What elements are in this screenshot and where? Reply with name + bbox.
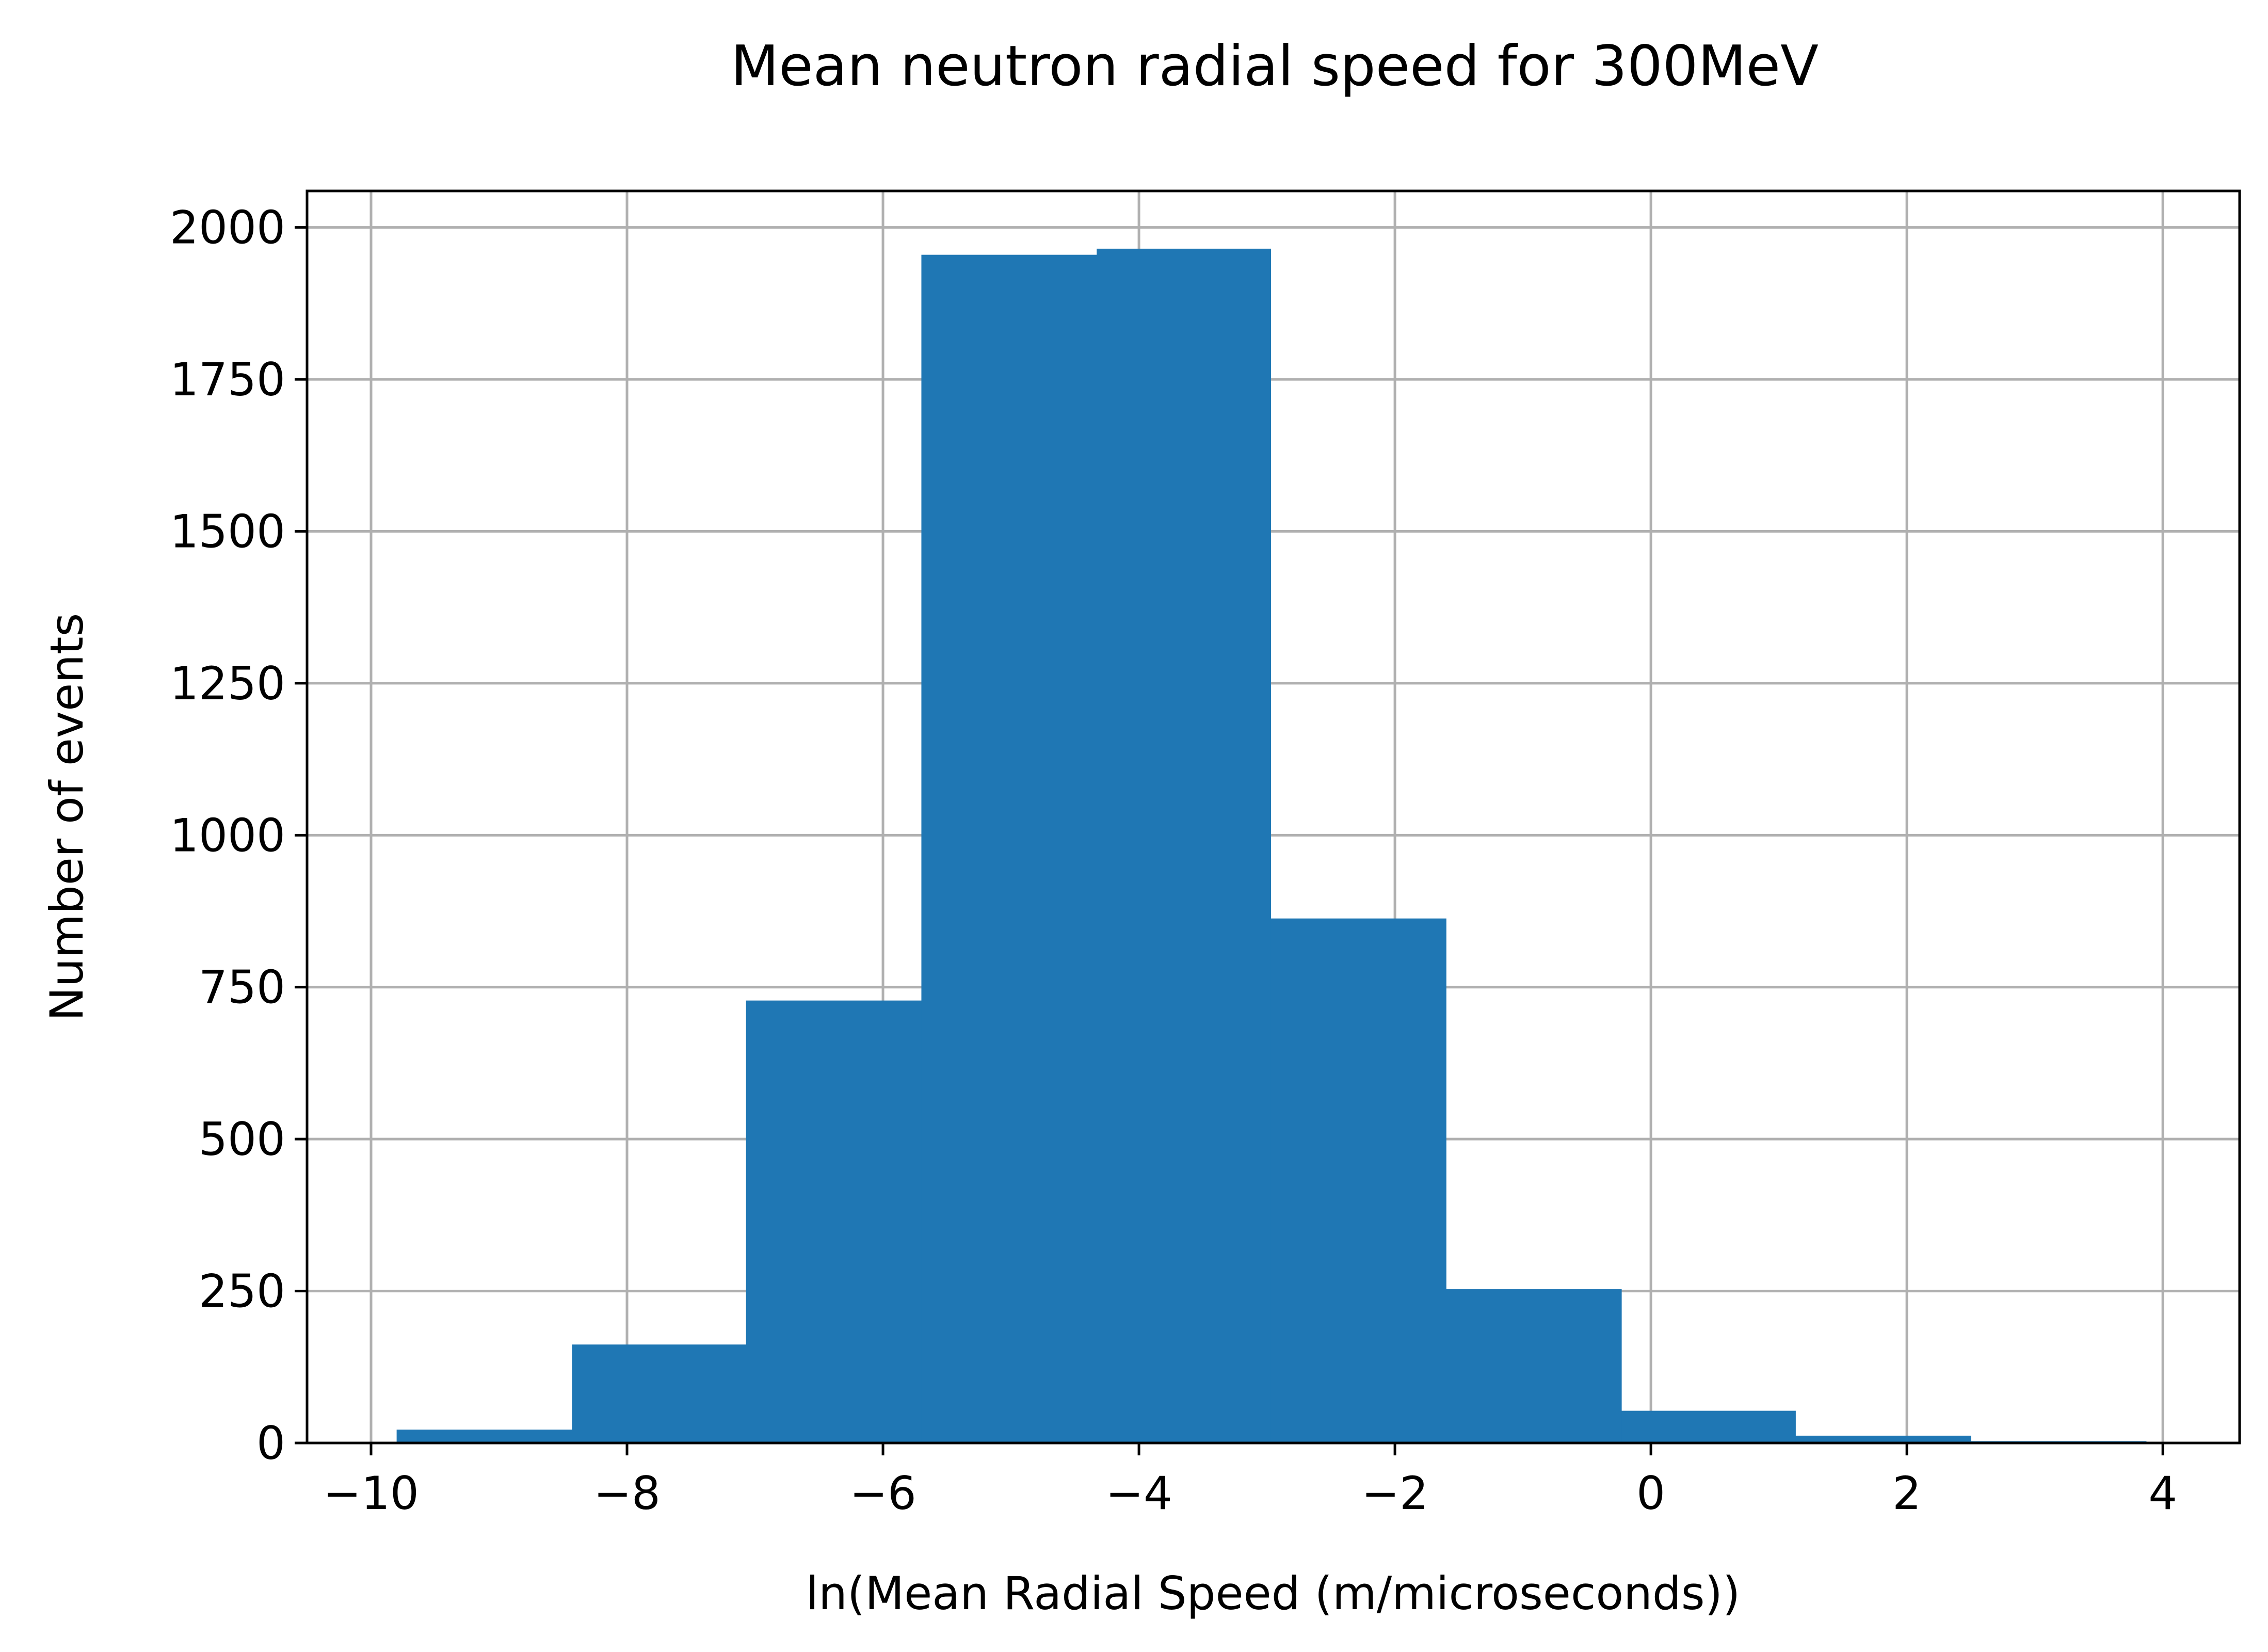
x-axis-label: ln(Mean Radial Speed (m/microseconds)) <box>806 1567 1741 1620</box>
x-axis-ticks: −10 −8 −6 −4 −2 0 2 4 <box>323 1443 2177 1520</box>
histogram-bar-7 <box>1621 1410 1796 1443</box>
y-tick-label: 500 <box>199 1113 285 1166</box>
x-tick-label: 4 <box>2148 1467 2177 1520</box>
chart-title: Mean neutron radial speed for 300MeV <box>731 34 1819 99</box>
x-tick-label: −4 <box>1105 1467 1172 1520</box>
y-tick-label: 0 <box>256 1417 285 1470</box>
histogram-bar-3 <box>921 254 1097 1444</box>
histogram-bar-4 <box>1097 248 1272 1443</box>
axes-frame <box>305 189 2241 1445</box>
histogram-bars <box>396 248 2147 1444</box>
x-tick-label: 0 <box>1636 1467 1665 1520</box>
histogram-bar-6 <box>1446 1289 1622 1443</box>
y-axis-label: Number of events <box>40 613 93 1021</box>
x-tick-label: −2 <box>1361 1467 1428 1520</box>
y-tick-label: 250 <box>199 1265 285 1318</box>
histogram-bar-8 <box>1795 1435 1971 1443</box>
grid-lines <box>307 191 2240 1445</box>
histogram-bar-5 <box>1270 918 1446 1443</box>
histogram-bar-0 <box>396 1430 572 1443</box>
x-tick-label: −6 <box>849 1467 916 1520</box>
y-tick-label: 2000 <box>170 201 285 254</box>
y-axis-ticks: 0 250 500 750 1000 1250 1500 1750 2000 <box>170 201 307 1470</box>
histogram-bar-2 <box>746 1000 922 1443</box>
y-tick-label: 750 <box>199 961 285 1014</box>
x-tick-label: −8 <box>593 1467 661 1520</box>
x-tick-label: 2 <box>1892 1467 1921 1520</box>
y-tick-label: 1250 <box>170 657 285 710</box>
x-tick-label: −10 <box>323 1467 419 1520</box>
histogram-bar-1 <box>572 1344 747 1443</box>
y-tick-label: 1000 <box>170 809 285 862</box>
y-tick-label: 1500 <box>170 505 285 558</box>
y-tick-label: 1750 <box>170 353 285 406</box>
